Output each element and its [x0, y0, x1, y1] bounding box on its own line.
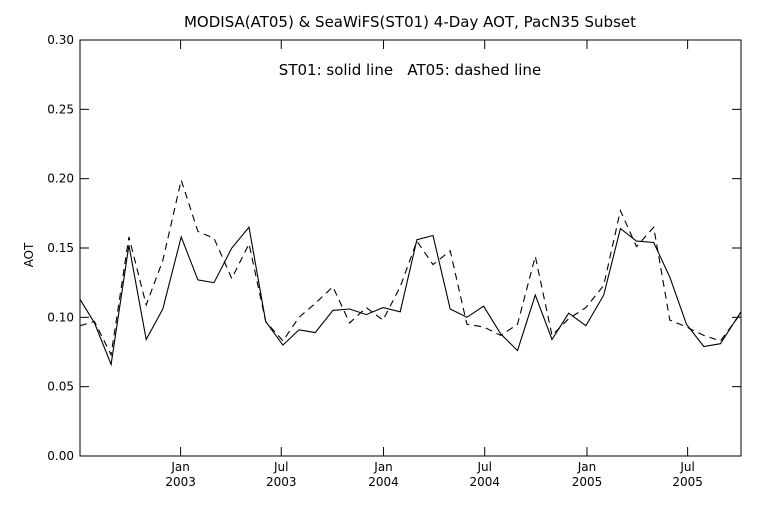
- y-tick-label: 0.25: [47, 102, 74, 116]
- line-style-annotation: ST01: solid line AT05: dashed line: [279, 61, 541, 79]
- y-axis-label: AOT: [22, 242, 36, 267]
- series-line-st01: [79, 225, 742, 367]
- x-tick-label-month: Jan: [577, 460, 597, 474]
- x-tick-label-month: Jul: [273, 460, 288, 474]
- x-tick-label-month: Jan: [170, 460, 190, 474]
- chart-title: MODISA(AT05) & SeaWiFS(ST01) 4-Day AOT, …: [184, 13, 636, 31]
- x-tick-label-year: 2005: [572, 475, 603, 489]
- y-tick-label: 0.20: [47, 172, 74, 186]
- series-line-at05: [79, 178, 742, 357]
- y-tick-label: 0.30: [47, 33, 74, 47]
- y-tick-label: 0.15: [47, 241, 74, 255]
- plot-area-frame: [79, 39, 742, 457]
- series-layer: [79, 178, 742, 367]
- x-tick-label-month: Jan: [373, 460, 393, 474]
- y-tick-label: 0.00: [47, 449, 74, 463]
- x-axis: Jan2003Jul2003Jan2004Jul2004Jan2005Jul20…: [165, 40, 703, 489]
- x-tick-label-year: 2004: [469, 475, 500, 489]
- y-tick-label: 0.10: [47, 310, 74, 324]
- x-tick-label-year: 2005: [672, 475, 703, 489]
- y-axis: 0.00 0.05 0.10 0.15 0.20 0.25 0.30: [47, 33, 741, 463]
- y-tick-label: 0.05: [47, 380, 74, 394]
- x-tick-label-month: Jul: [476, 460, 491, 474]
- x-tick-label-year: 2004: [368, 475, 399, 489]
- x-tick-label-month: Jul: [679, 460, 694, 474]
- x-tick-label-year: 2003: [266, 475, 297, 489]
- x-tick-label-year: 2003: [165, 475, 196, 489]
